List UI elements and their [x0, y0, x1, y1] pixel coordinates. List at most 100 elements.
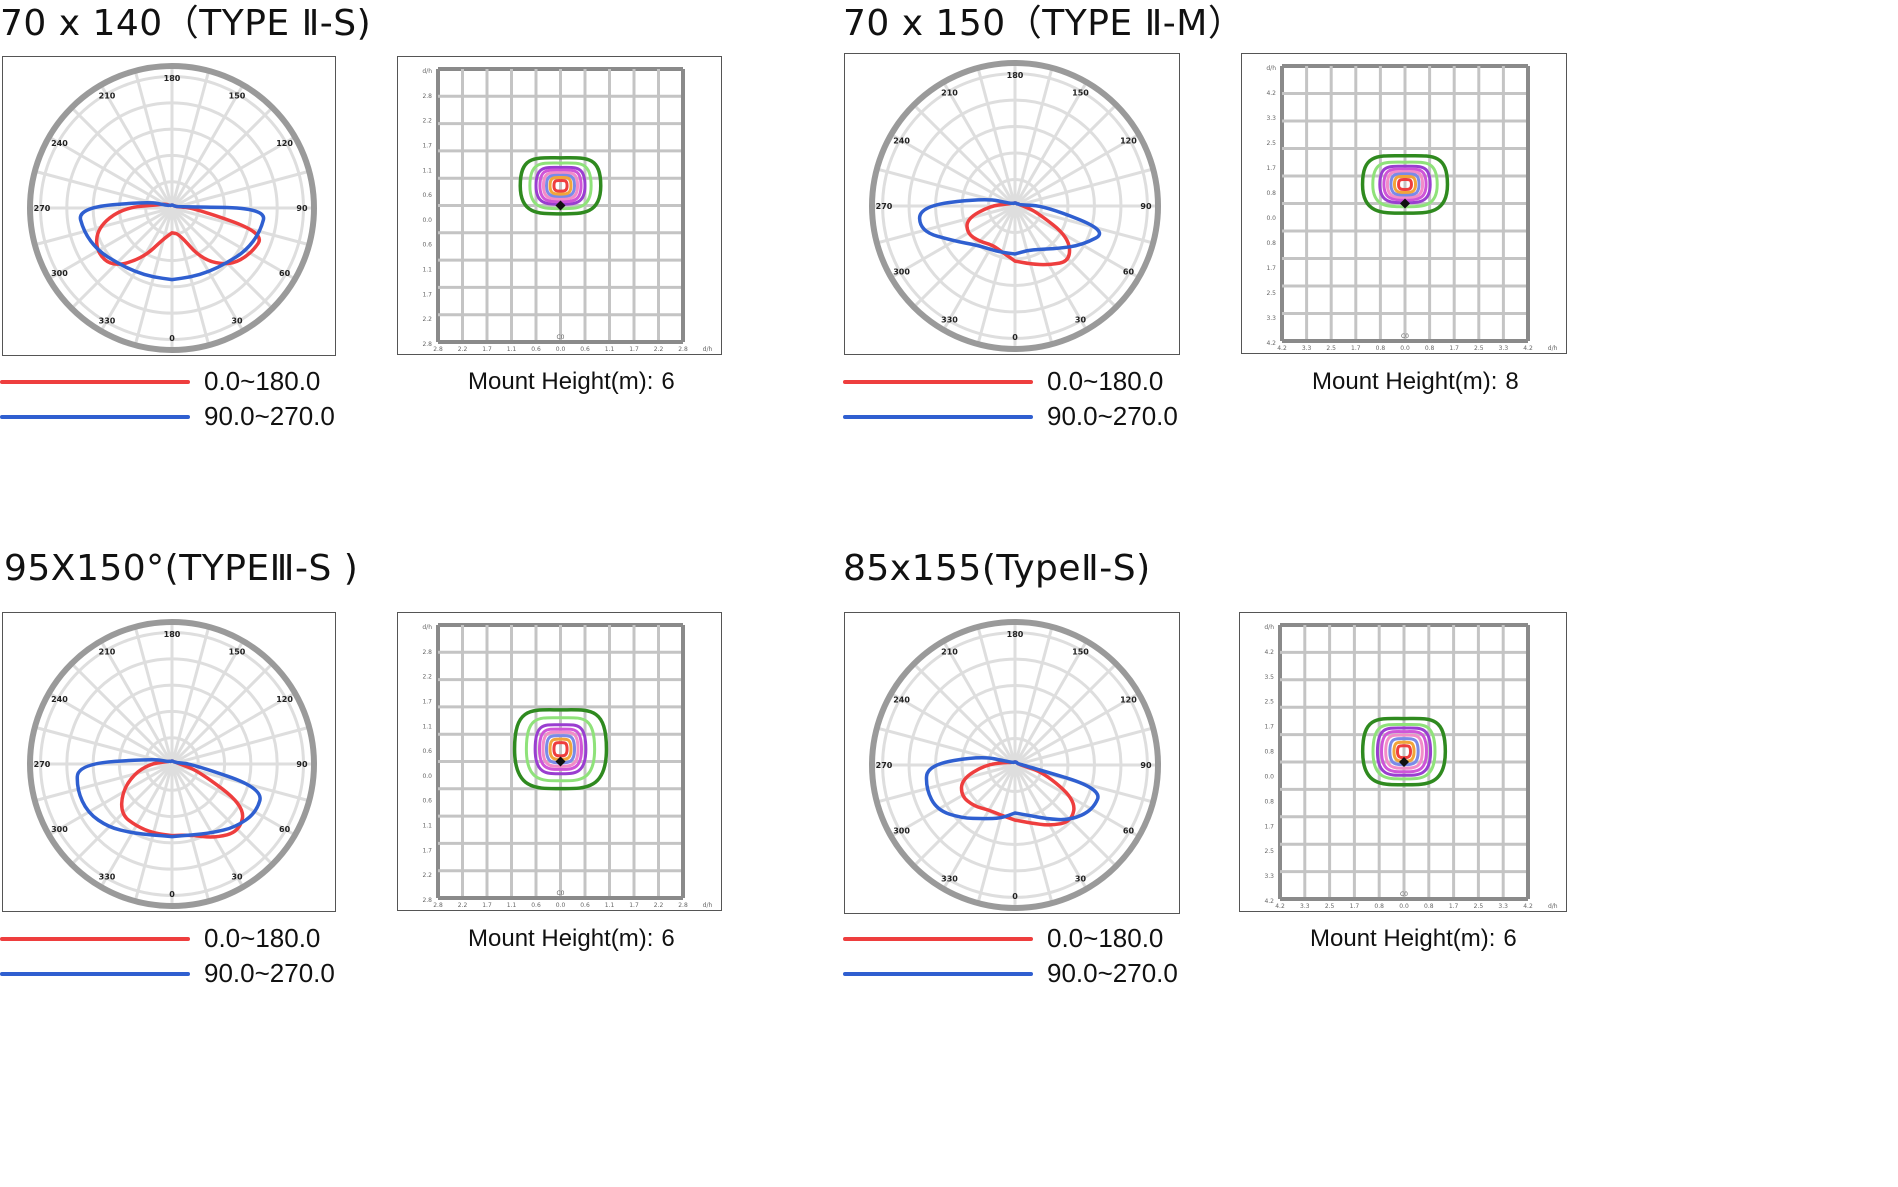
- polar-panel: 180 150 120 90 60 30 0 330 300 270 240 210: [2, 56, 336, 356]
- polar-spoke: [171, 691, 296, 766]
- iso-axis-label: 0.8: [1264, 798, 1274, 805]
- isolux-chart: d/h4.23.52.51.70.80.00.81.72.53.34.24.2 3…: [1264, 623, 1558, 910]
- iso-axis-label: 1.7: [1264, 823, 1274, 830]
- iso-axis-label: 2.2: [422, 872, 432, 879]
- polar-spoke: [48, 135, 173, 210]
- iso-axis-label: 4.2: [1264, 898, 1274, 905]
- iso-axis-label: 2.2: [422, 316, 432, 323]
- polar-outer-ring: [27, 619, 317, 909]
- iso-axis-label: 4.2: [1266, 90, 1276, 97]
- iso-contour: [1380, 730, 1428, 774]
- polar-angle-label: 90: [296, 204, 308, 213]
- polar-spoke: [170, 84, 245, 209]
- iso-c0-label: C0: [556, 334, 564, 341]
- iso-axis-label: 1.7: [1264, 724, 1274, 731]
- polar-angle-label: 210: [99, 647, 116, 656]
- polar-angle-label: 150: [229, 91, 246, 100]
- iso-axis-label: 1.7: [422, 291, 432, 298]
- polar-spoke: [1013, 626, 1054, 766]
- iso-c0-label: C0: [1400, 891, 1408, 898]
- iso-axis-label: 2.2: [654, 346, 664, 353]
- iso-axis-label: 1.1: [605, 346, 615, 353]
- polar-angle-label: 120: [1120, 696, 1137, 705]
- iso-axis-label: 4.2: [1266, 340, 1276, 347]
- polar-angle-label: 240: [893, 137, 910, 146]
- iso-contour: [1371, 160, 1439, 209]
- iso-axis-label: 1.7: [422, 847, 432, 854]
- polar-angle-label: 60: [1123, 827, 1135, 836]
- iso-axis-label: 3.3: [1266, 115, 1276, 122]
- polar-spoke: [133, 70, 174, 209]
- polar-series-line: [917, 198, 1102, 256]
- iso-contour: [533, 723, 588, 776]
- polar-spoke: [1014, 763, 1140, 838]
- polar-angle-label: 60: [279, 825, 291, 834]
- iso-axis-label: 3.3: [1264, 873, 1274, 880]
- iso-axis-label: 2.5: [1266, 140, 1276, 147]
- polar-spoke: [170, 206, 274, 310]
- polar-spoke: [976, 626, 1017, 766]
- mount-label: Mount Height(m):: [468, 925, 654, 952]
- iso-contour: [541, 730, 580, 768]
- legend-swatch-blue: [0, 972, 190, 976]
- iso-axis-label: 0.8: [1264, 749, 1274, 756]
- polar-spoke: [48, 206, 173, 281]
- iso-axis-label: 2.8: [433, 902, 443, 909]
- iso-axis-label: 1.7: [1449, 345, 1459, 352]
- polar-spoke: [170, 762, 274, 866]
- iso-contour: [1392, 740, 1416, 763]
- iso-contour: [1392, 175, 1418, 194]
- iso-contour: [1378, 164, 1432, 205]
- iso-axis-label: 3.3: [1498, 903, 1508, 910]
- iso-contour: [1382, 167, 1428, 202]
- polar-angle-label: 270: [876, 761, 893, 770]
- polar-spoke: [912, 204, 1017, 309]
- polar-spoke: [99, 640, 174, 765]
- iso-contour: [538, 168, 583, 204]
- polar-spoke: [890, 133, 1016, 208]
- mount-value: 6: [1503, 925, 1517, 952]
- chart-title: 70 x 150（TYPE Ⅱ-M）: [843, 3, 1245, 44]
- polar-spoke: [1013, 67, 1054, 207]
- polar-angle-label: 270: [34, 760, 51, 769]
- legend-label: 0.0~180.0: [1047, 366, 1164, 396]
- polar-spoke: [876, 204, 1016, 245]
- polar-spoke: [170, 106, 274, 210]
- polar-angle-label: 60: [1123, 268, 1135, 277]
- iso-axis-label: 2.8: [422, 649, 432, 656]
- polar-spoke: [1013, 764, 1088, 890]
- chart-title: 85x155(TypeⅡ-S): [843, 548, 1151, 589]
- iso-axis-label: 1.1: [507, 902, 517, 909]
- iso-contour: [528, 161, 593, 211]
- polar-spoke: [976, 67, 1017, 207]
- polar-outer-ring: [869, 619, 1161, 911]
- polar-spoke: [170, 763, 245, 888]
- polar-angle-label: 330: [99, 317, 116, 326]
- legend-swatch-red: [843, 380, 1033, 384]
- iso-axis-label: 0.6: [531, 902, 541, 909]
- iso-contour: [1388, 737, 1420, 767]
- legend-label: 0.0~180.0: [204, 366, 321, 396]
- polar-angle-label: 210: [941, 89, 958, 98]
- iso-axis-label: 1.7: [1449, 903, 1459, 910]
- iso-axis-label: 1.1: [422, 167, 432, 174]
- polar-spoke: [1014, 726, 1154, 767]
- iso-contour: [1385, 170, 1425, 199]
- polar-spoke: [70, 206, 174, 310]
- iso-axis-label: d/h: [1548, 903, 1558, 910]
- polar-spoke: [99, 84, 174, 209]
- luminaire-marker-icon: [555, 756, 566, 767]
- iso-axis-label: 0.8: [1376, 345, 1386, 352]
- iso-axis-label: 1.7: [1351, 345, 1361, 352]
- polar-angle-label: 240: [893, 696, 910, 705]
- iso-axis-label: d/h: [703, 902, 713, 909]
- polar-angle-label: 120: [1120, 137, 1137, 146]
- polar-angle-label: 180: [164, 74, 181, 83]
- iso-axis-label: 3.3: [1266, 315, 1276, 322]
- iso-contour: [524, 716, 597, 783]
- polar-spoke: [171, 206, 296, 281]
- iso-axis-label: 0.6: [422, 798, 432, 805]
- polar-angle-label: 180: [1007, 630, 1024, 639]
- polar-angle-label: 240: [51, 139, 68, 148]
- iso-axis-label: 3.5: [1264, 674, 1274, 681]
